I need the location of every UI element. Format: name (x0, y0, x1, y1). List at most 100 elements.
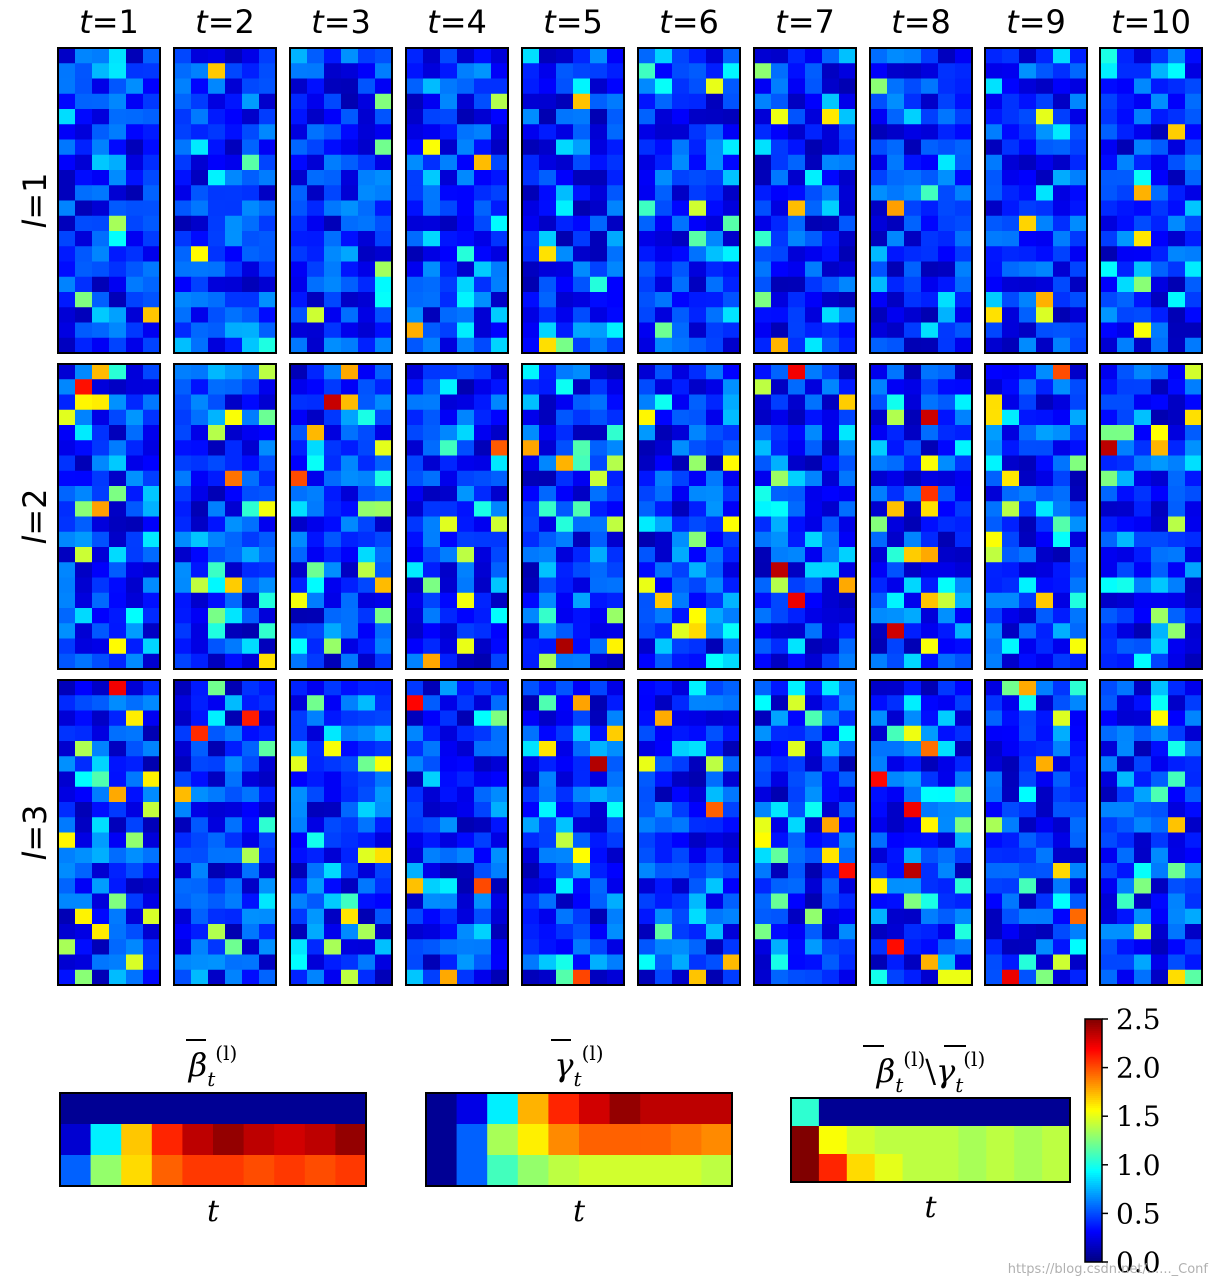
cell (839, 215, 857, 232)
cell (822, 592, 840, 609)
panel-l2-t2 (173, 363, 277, 670)
cell (522, 154, 540, 171)
cell (1002, 725, 1020, 742)
cell (423, 516, 441, 533)
cell (406, 771, 424, 788)
cell (1070, 231, 1088, 247)
colorbar-step (1085, 1140, 1102, 1144)
cell (1168, 741, 1186, 757)
cell (259, 170, 277, 186)
cell (921, 261, 939, 278)
cell (225, 531, 243, 548)
cell (242, 653, 260, 670)
cell (1100, 154, 1118, 171)
colorbar-step (1085, 1089, 1102, 1093)
cell (58, 440, 76, 456)
cell (1070, 185, 1088, 201)
cell (805, 78, 823, 95)
cell (672, 725, 690, 742)
cell (921, 231, 939, 247)
cell (1151, 592, 1169, 609)
cell (1053, 680, 1071, 696)
panel-l3-t9 (984, 679, 1088, 986)
cell (491, 608, 509, 624)
cell (805, 394, 823, 411)
cell (887, 623, 905, 639)
cell (92, 653, 110, 670)
cell (191, 531, 209, 548)
cell (358, 562, 376, 578)
cell (92, 562, 110, 578)
cell (174, 231, 192, 247)
cell (1002, 109, 1020, 125)
cell (539, 486, 557, 502)
cell (75, 969, 93, 986)
cell (358, 215, 376, 232)
cell (607, 592, 625, 609)
cell (75, 276, 93, 293)
colorbar-step (1085, 1124, 1102, 1127)
cell (491, 154, 509, 171)
cell (259, 562, 277, 578)
cell (839, 893, 857, 910)
cell (406, 409, 424, 426)
summary-cell (818, 1126, 848, 1155)
cell (689, 48, 707, 64)
cell (406, 969, 424, 986)
cell (754, 394, 772, 411)
cell (126, 170, 144, 186)
cell (638, 276, 656, 293)
cell (75, 954, 93, 971)
cell (474, 939, 492, 955)
cell (75, 470, 93, 487)
colorbar-step (1085, 1041, 1102, 1044)
cell (191, 440, 209, 456)
cell (638, 261, 656, 278)
cell (1185, 771, 1203, 788)
cell (723, 969, 741, 986)
cell (126, 954, 144, 971)
cell (706, 695, 724, 711)
cell (985, 379, 1003, 395)
cell (1168, 63, 1186, 79)
cell (457, 608, 475, 624)
cell (259, 48, 277, 64)
cell (706, 954, 724, 971)
colorbar-step (1085, 1037, 1102, 1040)
cell (839, 48, 857, 64)
cell (406, 878, 424, 894)
cell (754, 710, 772, 727)
cell (174, 364, 192, 380)
cell (689, 786, 707, 803)
cell (191, 725, 209, 742)
cell (174, 516, 192, 533)
cell (324, 170, 342, 186)
cell (457, 924, 475, 940)
cell (406, 577, 424, 594)
cell (887, 893, 905, 910)
cell (938, 425, 956, 441)
cell (771, 93, 789, 110)
cell (1117, 337, 1135, 354)
cell (1117, 516, 1135, 533)
cell (1053, 139, 1071, 156)
cell (839, 802, 857, 818)
cell (638, 93, 656, 110)
cell (375, 292, 393, 308)
cell (307, 710, 325, 727)
cell (225, 379, 243, 395)
cell (474, 547, 492, 563)
cell (706, 653, 724, 670)
cell (689, 680, 707, 696)
cell (1185, 878, 1203, 894)
cell (754, 908, 772, 925)
cell (1151, 653, 1169, 670)
cell (1100, 231, 1118, 247)
cell (638, 246, 656, 262)
summary-cell (274, 1155, 306, 1187)
cell (938, 562, 956, 578)
cell (938, 939, 956, 955)
cell (375, 63, 393, 79)
cell (887, 337, 905, 354)
cell (307, 425, 325, 441)
